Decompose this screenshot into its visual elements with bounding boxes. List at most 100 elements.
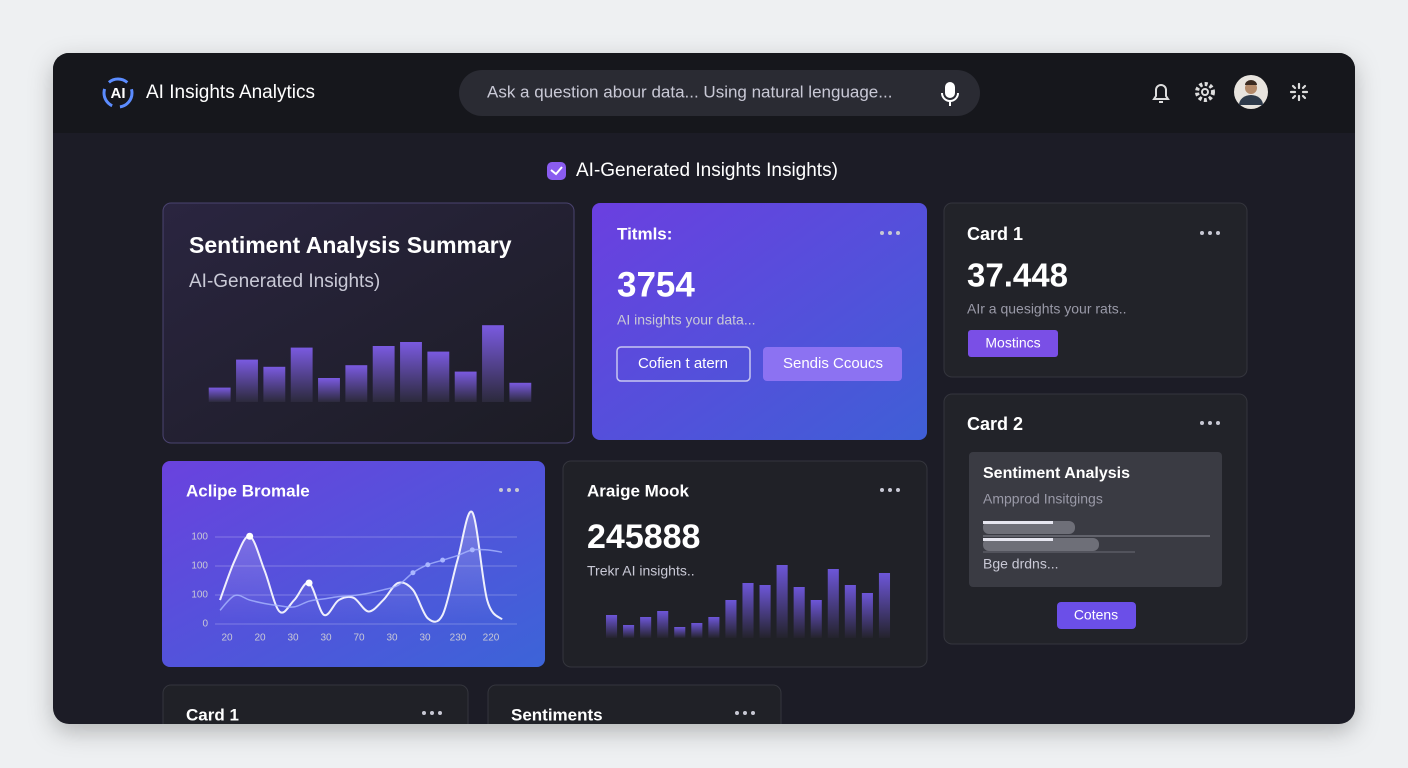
point (410, 570, 416, 576)
line (219, 510, 503, 623)
section-title: AI-Generated Insights Insights) (576, 160, 838, 181)
dot (896, 488, 900, 492)
bar (605, 615, 618, 638)
card (162, 684, 469, 724)
y-tick-label: 100 (191, 590, 208, 601)
x-tick-label: 70 (353, 633, 365, 644)
bar (640, 617, 652, 638)
dot (1200, 421, 1204, 425)
dot (743, 711, 747, 715)
button[interactable] (968, 330, 1058, 357)
dot (1216, 231, 1220, 235)
dot (1200, 231, 1204, 235)
x-tick-label: 30 (419, 633, 431, 644)
section-icon-check (550, 166, 563, 176)
dot (422, 711, 426, 715)
dot (1208, 231, 1212, 235)
dot (888, 488, 892, 492)
bar (345, 365, 368, 402)
more-menu[interactable] (880, 231, 900, 235)
bar (725, 600, 737, 638)
section-icon (547, 162, 566, 180)
bar (878, 573, 891, 638)
bar (742, 583, 754, 638)
bar (482, 325, 504, 402)
more-menu[interactable] (880, 488, 900, 492)
bar (691, 623, 703, 638)
bar (759, 585, 771, 638)
card-title: Card 2 (967, 414, 1023, 434)
bar (509, 382, 532, 402)
panel-subtitle: Ampprod Insitgings (983, 491, 1103, 507)
button[interactable] (763, 347, 902, 381)
line-chart: 100 100 100 0 20 20 30 30 70 30 30 230 220 (191, 510, 517, 644)
progress-bar (983, 521, 1075, 534)
y-tick-label: 100 (191, 561, 208, 572)
logo-ring (102, 77, 134, 109)
card-value: 3754 (617, 265, 695, 304)
point (246, 532, 254, 540)
progress-bar (983, 538, 1099, 551)
bar (861, 593, 873, 638)
sparkle-icon[interactable] (1289, 82, 1309, 102)
dot (888, 231, 892, 235)
bar (454, 371, 477, 402)
card-caption: AIr a quesights your rats.. (967, 301, 1127, 317)
inner-panel (969, 452, 1222, 587)
progress-bar (983, 538, 1053, 541)
point (440, 557, 446, 563)
bar (263, 366, 286, 402)
more-menu[interactable] (499, 488, 519, 492)
dot (880, 488, 884, 492)
bar (290, 347, 313, 402)
card-title: Araige Mook (587, 481, 690, 500)
card-title: Titmls: (617, 224, 672, 243)
bell-icon[interactable] (1152, 84, 1170, 103)
dot (499, 488, 503, 492)
more-menu[interactable] (735, 711, 755, 715)
bar (827, 569, 839, 638)
x-tick-label: 20 (221, 633, 233, 644)
bar (793, 587, 805, 638)
bar (623, 625, 635, 638)
card-caption: AI insights your data... (617, 312, 756, 328)
x-tick-label: 30 (320, 633, 332, 644)
dot (507, 488, 511, 492)
panel-footer: Bge drdns... (983, 556, 1059, 572)
card-value: 245888 (587, 518, 700, 556)
logo: AI (111, 85, 126, 102)
bar (427, 351, 450, 402)
more-menu[interactable] (422, 711, 442, 715)
mic-icon[interactable] (941, 82, 959, 106)
bar-chart (208, 325, 532, 402)
card-caption: Trekr AI insights.. (587, 563, 695, 579)
more-menu[interactable] (1200, 231, 1220, 235)
button-label: Cotens (1074, 607, 1118, 623)
button[interactable] (1057, 602, 1136, 629)
more-menu[interactable] (1200, 421, 1220, 425)
x-tick-label: 30 (386, 633, 398, 644)
button-label: Sendis Ccoucs (783, 355, 883, 372)
x-tick-label: 230 (450, 633, 467, 644)
card-title: Aclipe Bromale (186, 481, 310, 500)
bar (236, 359, 258, 402)
dot (896, 231, 900, 235)
line (219, 548, 503, 611)
line-area (220, 511, 502, 624)
avatar[interactable] (1234, 75, 1268, 109)
point (425, 562, 431, 568)
bar (318, 378, 340, 402)
bar (810, 600, 822, 638)
button[interactable] (616, 346, 751, 382)
dot (1216, 421, 1220, 425)
point (469, 547, 475, 553)
settings-icon[interactable] (1195, 82, 1215, 102)
dot (751, 711, 755, 715)
dot (515, 488, 519, 492)
search-placeholder: Ask a question abour data... Using natur… (487, 82, 892, 101)
y-tick-label: 0 (202, 619, 208, 630)
search-box[interactable] (459, 70, 980, 116)
dot (430, 711, 434, 715)
